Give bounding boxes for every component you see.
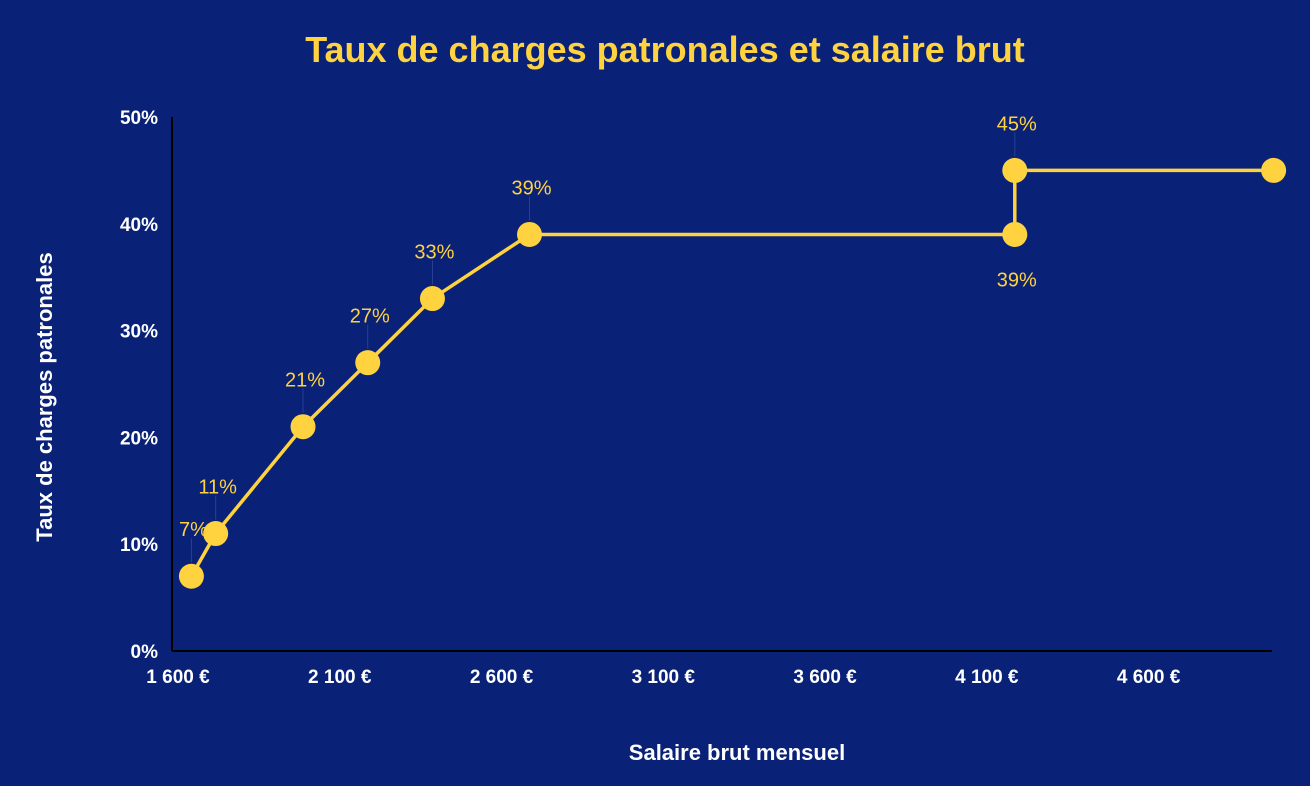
plot-area: 0% 10% 20% 30% 40% 50% 1 600 € 2 100 € 2 600 € 3 … bbox=[120, 108, 1287, 688]
data-point bbox=[1002, 221, 1028, 247]
data-point bbox=[290, 414, 316, 440]
y-tick-label: 30% bbox=[120, 322, 158, 343]
data-label: 39% bbox=[997, 269, 1037, 291]
data-label: 27% bbox=[350, 306, 390, 328]
y-tick-label: 50% bbox=[120, 108, 158, 129]
y-axis-title: Taux de charges patronales bbox=[32, 252, 57, 541]
data-label: 11% bbox=[198, 477, 237, 499]
data-label: 21% bbox=[285, 370, 325, 392]
data-label: 39% bbox=[511, 177, 551, 199]
data-point bbox=[419, 286, 445, 312]
data-point bbox=[1261, 157, 1287, 183]
data-point bbox=[203, 521, 229, 547]
y-tick-label: 0% bbox=[131, 642, 159, 663]
x-tick-label: 2 600 € bbox=[470, 667, 534, 688]
data-point bbox=[1002, 157, 1028, 183]
x-tick-label: 3 100 € bbox=[632, 667, 696, 688]
data-label: 33% bbox=[414, 242, 454, 264]
data-label: 45% bbox=[997, 113, 1037, 135]
x-tick-label: 1 600 € bbox=[146, 667, 210, 688]
y-tick-label: 10% bbox=[120, 535, 158, 556]
x-axis-title: Salaire brut mensuel bbox=[629, 740, 845, 765]
x-tick-label: 4 600 € bbox=[1117, 667, 1181, 688]
x-tick-label: 3 600 € bbox=[793, 667, 857, 688]
x-tick-label: 4 100 € bbox=[955, 667, 1019, 688]
chart-title: Taux de charges patronales et salaire br… bbox=[305, 29, 1025, 70]
y-tick-label: 20% bbox=[120, 428, 158, 449]
x-tick-label: 2 100 € bbox=[308, 667, 372, 688]
data-point bbox=[178, 563, 204, 589]
series-line bbox=[189, 168, 1274, 578]
data-point bbox=[355, 350, 381, 376]
y-tick-label: 40% bbox=[120, 215, 158, 236]
data-label: 7% bbox=[179, 519, 208, 541]
data-point bbox=[517, 221, 542, 247]
